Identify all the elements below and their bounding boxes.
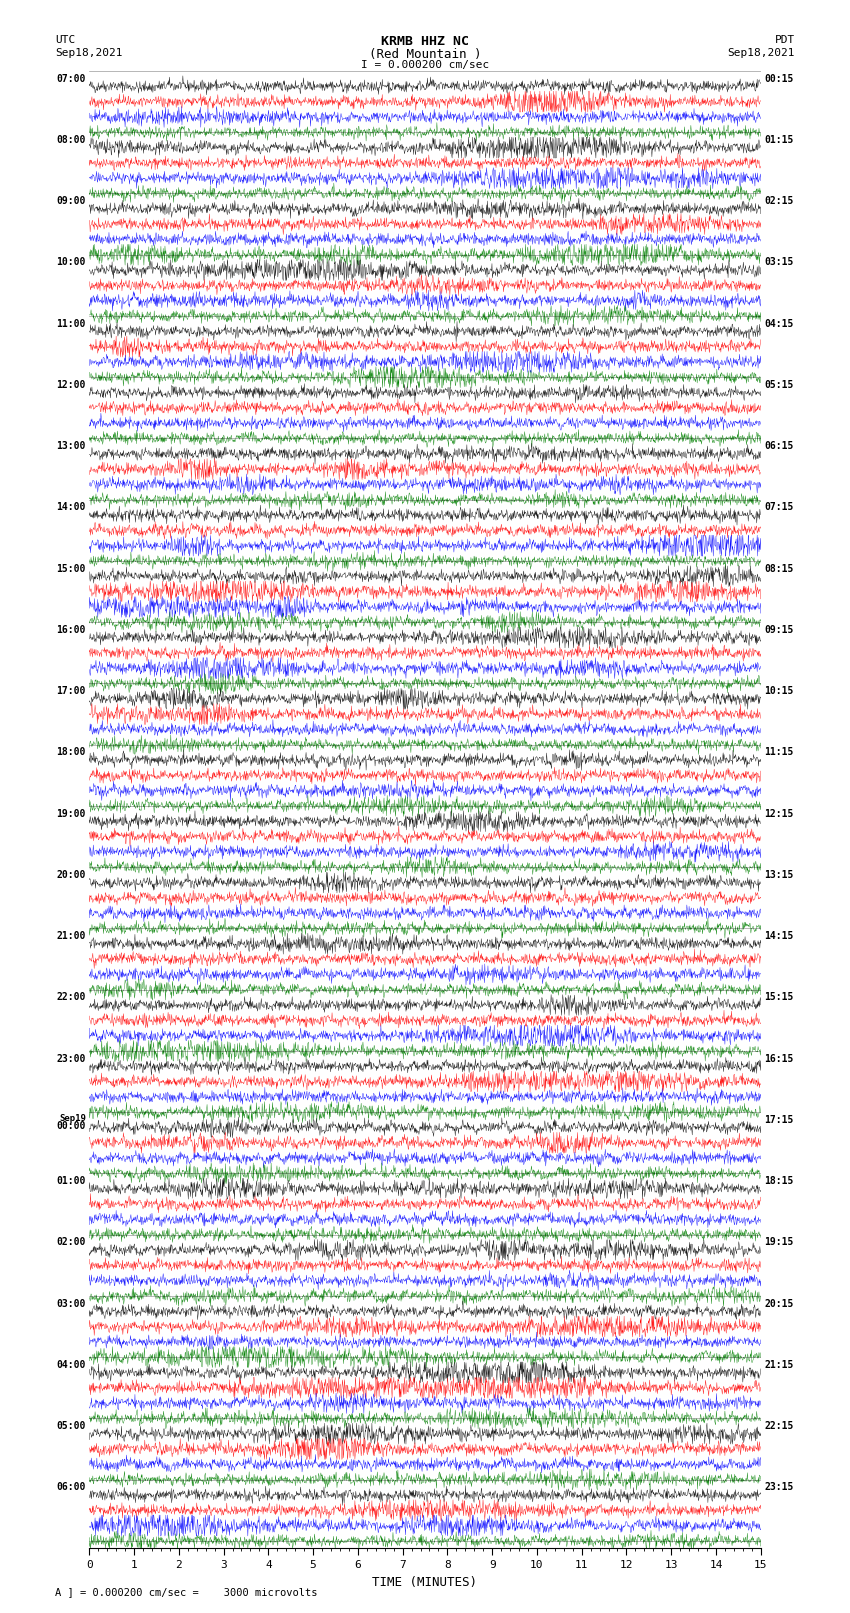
Text: 20:15: 20:15 xyxy=(764,1298,794,1308)
Text: 17:15: 17:15 xyxy=(764,1115,794,1124)
Text: 23:15: 23:15 xyxy=(764,1482,794,1492)
Text: 03:00: 03:00 xyxy=(56,1298,86,1308)
Text: 01:15: 01:15 xyxy=(764,135,794,145)
Text: 03:15: 03:15 xyxy=(764,258,794,268)
Text: 13:00: 13:00 xyxy=(56,440,86,452)
Text: 00:15: 00:15 xyxy=(764,74,794,84)
Text: 12:00: 12:00 xyxy=(56,379,86,390)
Text: 14:15: 14:15 xyxy=(764,931,794,940)
Text: 13:15: 13:15 xyxy=(764,869,794,879)
Text: 09:00: 09:00 xyxy=(56,197,86,206)
Text: Sep18,2021: Sep18,2021 xyxy=(55,48,122,58)
Text: 14:00: 14:00 xyxy=(56,502,86,513)
Text: 07:15: 07:15 xyxy=(764,502,794,513)
Text: 18:15: 18:15 xyxy=(764,1176,794,1186)
Text: 07:00: 07:00 xyxy=(56,74,86,84)
Text: 06:00: 06:00 xyxy=(56,1482,86,1492)
Text: 22:15: 22:15 xyxy=(764,1421,794,1431)
Text: 22:00: 22:00 xyxy=(56,992,86,1002)
Text: 16:15: 16:15 xyxy=(764,1053,794,1063)
Text: (Red Mountain ): (Red Mountain ) xyxy=(369,48,481,61)
Text: 16:00: 16:00 xyxy=(56,624,86,636)
Text: UTC: UTC xyxy=(55,35,76,45)
Text: 21:00: 21:00 xyxy=(56,931,86,940)
Text: I = 0.000200 cm/sec: I = 0.000200 cm/sec xyxy=(361,60,489,69)
Text: Sep19: Sep19 xyxy=(59,1113,86,1123)
Text: 20:00: 20:00 xyxy=(56,869,86,879)
Text: 04:00: 04:00 xyxy=(56,1360,86,1369)
Text: 19:00: 19:00 xyxy=(56,808,86,818)
Text: 15:00: 15:00 xyxy=(56,563,86,574)
Text: 18:00: 18:00 xyxy=(56,747,86,758)
Text: 02:00: 02:00 xyxy=(56,1237,86,1247)
Text: 11:15: 11:15 xyxy=(764,747,794,758)
X-axis label: TIME (MINUTES): TIME (MINUTES) xyxy=(372,1576,478,1589)
Text: 00:00: 00:00 xyxy=(56,1121,86,1131)
Text: 05:15: 05:15 xyxy=(764,379,794,390)
Text: 10:15: 10:15 xyxy=(764,686,794,697)
Text: 10:00: 10:00 xyxy=(56,258,86,268)
Text: 11:00: 11:00 xyxy=(56,319,86,329)
Text: Sep18,2021: Sep18,2021 xyxy=(728,48,795,58)
Text: 04:15: 04:15 xyxy=(764,319,794,329)
Text: 02:15: 02:15 xyxy=(764,197,794,206)
Text: KRMB HHZ NC: KRMB HHZ NC xyxy=(381,35,469,48)
Text: 12:15: 12:15 xyxy=(764,808,794,818)
Text: 19:15: 19:15 xyxy=(764,1237,794,1247)
Text: 08:00: 08:00 xyxy=(56,135,86,145)
Text: 17:00: 17:00 xyxy=(56,686,86,697)
Text: 01:00: 01:00 xyxy=(56,1176,86,1186)
Text: A ] = 0.000200 cm/sec =    3000 microvolts: A ] = 0.000200 cm/sec = 3000 microvolts xyxy=(55,1587,318,1597)
Text: 08:15: 08:15 xyxy=(764,563,794,574)
Text: 15:15: 15:15 xyxy=(764,992,794,1002)
Text: 05:00: 05:00 xyxy=(56,1421,86,1431)
Text: 21:15: 21:15 xyxy=(764,1360,794,1369)
Text: 06:15: 06:15 xyxy=(764,440,794,452)
Text: 23:00: 23:00 xyxy=(56,1053,86,1063)
Text: 09:15: 09:15 xyxy=(764,624,794,636)
Text: PDT: PDT xyxy=(774,35,795,45)
